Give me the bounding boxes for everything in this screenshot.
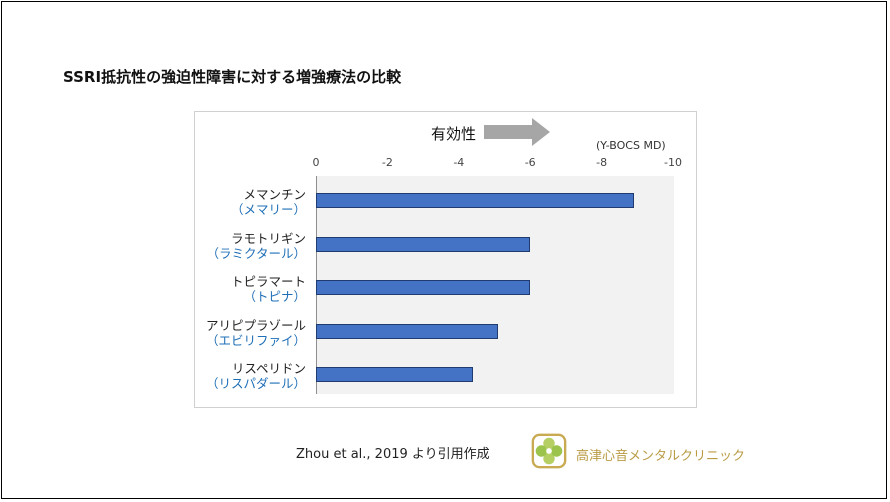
effect-label: 有効性 [431,125,477,143]
category-label: アリピプラゾール （エビリファイ） [166,318,306,348]
clinic-name: 高津心音メンタルクリニック [576,449,746,464]
bar [316,323,499,339]
brand-name: （メマリー） [230,202,306,217]
drug-name: リスペリドン [231,361,306,376]
category-label: ラモトリギン （ラミクタール） [166,231,306,261]
drug-name: ラモトリギン [230,230,306,246]
bar [316,193,634,208]
brand-name: （エビリファイ） [205,332,306,348]
bar [316,236,531,252]
citation: Zhou et al., 2019 より引用作成 [296,447,490,462]
x-tick-label: -10 [664,156,682,169]
x-tick-label: -2 [381,156,393,169]
bar [316,280,531,295]
drug-name: トピラマート [230,274,306,289]
category-label: リスペリドン （リスパダール） [166,361,306,391]
x-tick-label: -4 [453,156,465,169]
brand-name: （ラミクタール） [206,245,306,261]
drug-name: メマンチン [243,187,306,202]
unit-label: (Y-BOCS MD) [596,139,666,152]
brand-name: （トピナ） [243,289,306,304]
x-tick-label: -6 [524,156,536,169]
x-tick-label: -8 [596,156,608,169]
category-label: トピラマート （トピナ） [166,274,306,304]
clinic-logo [531,433,567,469]
brand-name: （リスパダール） [205,376,306,391]
category-label: メマンチン （メマリー） [166,187,306,217]
bar [316,367,474,382]
drug-name: アリピプラゾール [205,317,306,333]
x-tick-label: 0 [312,156,320,169]
page-title: SSRI抵抗性の強迫性障害に対する増強療法の比較 [63,68,402,86]
arrow-right-icon [484,118,550,146]
